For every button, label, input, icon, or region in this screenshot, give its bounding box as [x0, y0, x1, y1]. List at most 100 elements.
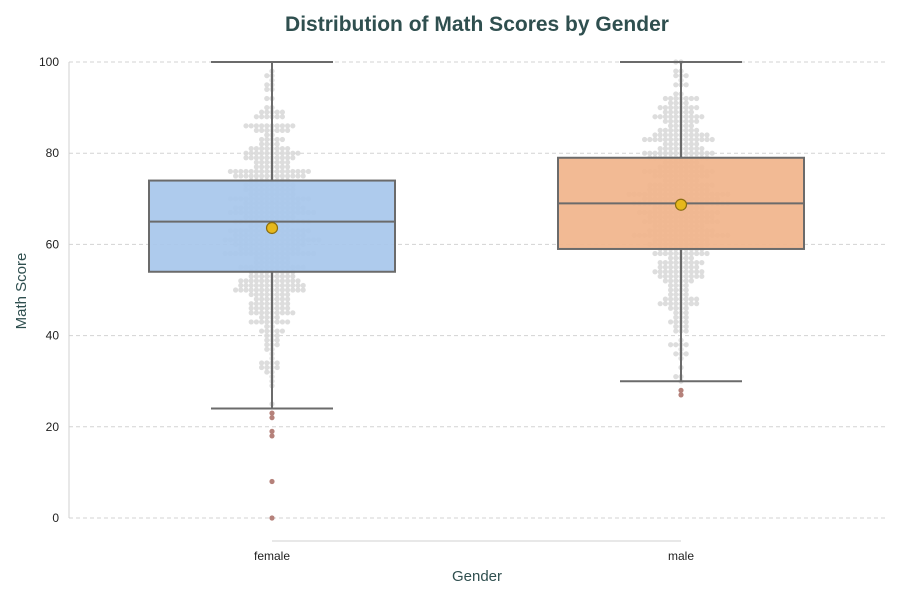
- swarm-point: [274, 150, 280, 156]
- swarm-point: [259, 287, 265, 293]
- swarm-point: [683, 150, 689, 156]
- swarm-point: [683, 287, 689, 293]
- swarm-point: [704, 150, 710, 156]
- swarm-point: [274, 141, 280, 147]
- swarm-point: [699, 273, 705, 279]
- swarm-point: [238, 287, 244, 293]
- swarm-point: [673, 374, 679, 380]
- swarm-point: [243, 155, 249, 161]
- swarm-point: [688, 146, 695, 152]
- swarm-point: [688, 250, 695, 257]
- swarm-point: [264, 333, 270, 339]
- swarm-point: [662, 127, 669, 133]
- swarm-point: [300, 282, 306, 289]
- swarm-point: [657, 260, 663, 266]
- swarm-point: [662, 114, 669, 120]
- swarm-point: [673, 291, 679, 298]
- swarm-point: [259, 146, 265, 152]
- swarm-point: [662, 136, 669, 143]
- swarm-point: [673, 150, 679, 156]
- swarm-point: [300, 168, 306, 175]
- swarm-point: [668, 141, 674, 147]
- swarm-point: [673, 136, 679, 143]
- swarm-point: [248, 278, 254, 284]
- swarm-point: [248, 301, 254, 307]
- swarm-point: [652, 250, 658, 257]
- swarm-point: [253, 296, 259, 302]
- swarm-point: [683, 73, 689, 79]
- swarm-point: [279, 136, 285, 143]
- outlier-point: [678, 392, 684, 398]
- swarm-point: [673, 132, 679, 138]
- swarm-point: [279, 127, 285, 133]
- swarm-point: [694, 301, 700, 307]
- mean-marker: [674, 198, 688, 211]
- swarm-point: [253, 155, 259, 161]
- swarm-point: [688, 260, 695, 266]
- swarm-point: [274, 173, 280, 179]
- swarm-point: [290, 155, 296, 161]
- swarm-point: [673, 319, 679, 325]
- swarm-point: [253, 168, 259, 175]
- swarm-point: [264, 278, 270, 284]
- swarm-point: [259, 141, 265, 147]
- swarm-point: [668, 273, 674, 279]
- swarm-point: [657, 269, 663, 275]
- swarm-point: [285, 287, 291, 293]
- swarm-point: [668, 282, 674, 289]
- swarm-point: [694, 118, 700, 124]
- swarm-point: [259, 123, 265, 129]
- swarm-point: [683, 342, 689, 348]
- swarm-point: [264, 164, 270, 170]
- swarm-point: [688, 105, 695, 111]
- swarm-point: [657, 127, 663, 133]
- swarm-point: [668, 319, 674, 325]
- swarm-point: [259, 328, 265, 334]
- swarm-point: [662, 150, 669, 156]
- swarm-point: [657, 301, 663, 307]
- swarm-point: [274, 337, 280, 343]
- swarm-point: [264, 273, 270, 279]
- swarm-point: [259, 364, 265, 371]
- swarm-point: [673, 68, 679, 74]
- outlier-point: [269, 415, 275, 421]
- swarm-point: [285, 301, 291, 307]
- swarm-point: [668, 301, 674, 307]
- swarm-point: [673, 301, 679, 307]
- swarm-point: [264, 310, 270, 316]
- swarm-point: [657, 105, 663, 111]
- swarm-point: [274, 301, 280, 307]
- swarm-point: [683, 123, 689, 129]
- swarm-point: [243, 168, 249, 175]
- swarm-point: [259, 291, 265, 298]
- swarm-point: [264, 342, 270, 348]
- swarm-point: [264, 301, 270, 307]
- swarm-point: [704, 136, 710, 143]
- swarm-point: [673, 91, 679, 97]
- swarm-point: [709, 136, 715, 143]
- swarm-point: [668, 123, 674, 129]
- swarm-point: [694, 264, 700, 270]
- swarm-point: [264, 146, 270, 152]
- swarm-point: [274, 328, 280, 334]
- swarm-point: [264, 360, 270, 366]
- swarm-point: [238, 282, 244, 289]
- swarm-point: [248, 282, 254, 289]
- swarm-point: [657, 146, 663, 152]
- swarm-point: [683, 328, 689, 334]
- swarm-point: [673, 82, 679, 88]
- swarm-point: [657, 273, 663, 279]
- swarm-point: [694, 127, 700, 133]
- swarm-point: [279, 123, 285, 129]
- swarm-point: [683, 132, 689, 138]
- swarm-point: [259, 159, 265, 165]
- swarm-point: [683, 269, 689, 275]
- swarm-point: [673, 342, 679, 348]
- swarm-point: [683, 305, 689, 311]
- swarm-point: [657, 150, 663, 156]
- outlier-point: [269, 410, 275, 416]
- swarm-point: [285, 273, 291, 279]
- swarm-point: [673, 260, 679, 266]
- swarm-point: [668, 278, 674, 284]
